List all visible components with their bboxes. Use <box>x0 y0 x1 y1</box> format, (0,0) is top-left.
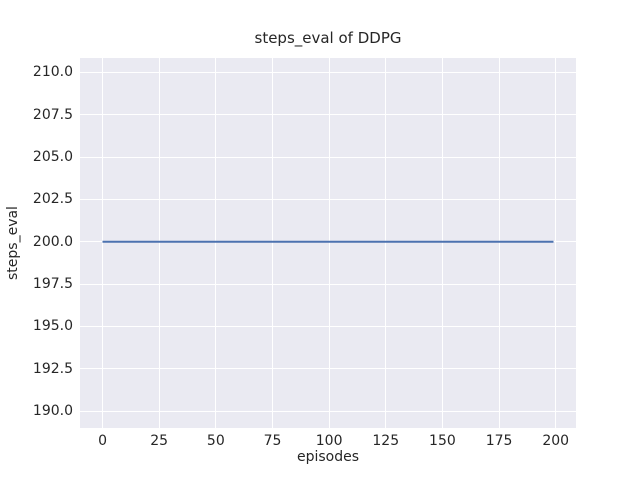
y-tick-label: 195.0 <box>32 318 73 335</box>
x-tick-label: 75 <box>263 433 282 449</box>
y-tick-label: 207.5 <box>32 106 73 123</box>
x-tick-label: 175 <box>485 433 513 449</box>
horizontal-gridline <box>80 198 576 200</box>
vertical-gridline <box>441 58 443 428</box>
horizontal-gridline <box>80 410 576 412</box>
vertical-gridline <box>102 58 104 428</box>
data-line-layer <box>102 240 554 243</box>
x-tick-label: 25 <box>150 433 169 449</box>
x-tick-label: 125 <box>372 433 400 449</box>
horizontal-gridline <box>80 114 576 116</box>
vertical-gridline <box>215 58 217 428</box>
x-tick-label: 50 <box>206 433 225 449</box>
x-tick-label: 150 <box>429 433 456 449</box>
horizontal-gridline <box>80 368 576 370</box>
x-tick-label: 100 <box>315 433 343 449</box>
y-tick-label: 210.0 <box>32 64 73 81</box>
horizontal-gridline <box>80 325 576 327</box>
y-tick-label: 202.5 <box>32 191 73 208</box>
chart-title: steps_eval of DDPG <box>254 29 402 47</box>
x-axis-label: episodes <box>296 449 360 465</box>
vertical-gridline <box>498 58 500 428</box>
y-tick-label: 197.5 <box>32 276 73 293</box>
vertical-gridline <box>555 58 557 428</box>
horizontal-gridline <box>80 283 576 285</box>
y-tick-label: 205.0 <box>32 149 73 166</box>
horizontal-gridline <box>80 156 576 158</box>
x-tick-label: 0 <box>98 433 107 449</box>
vertical-gridline <box>385 58 387 428</box>
horizontal-gridline <box>80 71 576 73</box>
vertical-gridline <box>328 58 330 428</box>
plot-area <box>80 58 576 428</box>
vertical-gridline <box>271 58 273 428</box>
y-tick-label: 192.5 <box>32 360 73 377</box>
y-tick-label: 200.0 <box>32 233 73 250</box>
x-tick-label: 200 <box>542 433 570 449</box>
y-tick-label: 190.0 <box>32 403 73 420</box>
vertical-gridline <box>158 58 160 428</box>
